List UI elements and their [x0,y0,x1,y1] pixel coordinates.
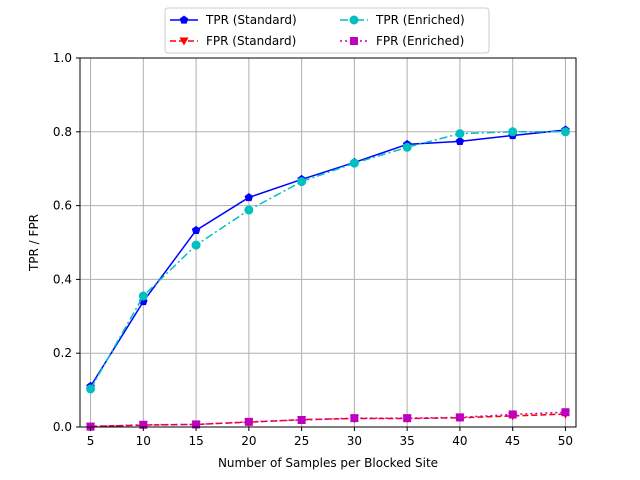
y-tick-label: 0.0 [53,420,72,434]
data-point [191,225,201,234]
data-point [244,205,254,215]
series-line [90,411,566,428]
legend-marker [350,37,358,45]
x-tick-label: 35 [400,434,415,448]
grid [80,57,576,428]
legend-marker [179,37,189,46]
data-point [297,177,307,187]
data-point [244,192,254,202]
data-point [244,417,253,426]
legend: TPR (Standard) FPR (Standard) TPR (Enriche… [164,7,490,54]
legend-item: FPR (Enriched) [340,34,464,48]
data-point [349,158,359,168]
data-point [403,414,412,423]
data-point [191,240,201,250]
legend-label: FPR (Standard) [206,34,296,48]
data-point [508,410,517,419]
data-point [138,291,148,301]
data-point [297,415,306,424]
legend-item: TPR (Enriched) [340,13,465,27]
x-axis-label: Number of Samples per Blocked Site [218,456,438,470]
data-point [192,420,201,429]
x-tick-label: 20 [241,434,256,448]
legend-item: TPR (Standard) [170,13,297,27]
data-point [86,384,96,394]
legend-marker [179,15,189,24]
series-line [90,413,566,428]
series-0 [86,125,570,391]
legend-label: TPR (Enriched) [375,13,465,27]
y-tick-label: 0.4 [53,272,72,286]
legend-label: TPR (Standard) [205,13,297,27]
x-tick-label: 45 [505,434,520,448]
y-tick-label: 0.2 [53,346,72,360]
legend-box [164,7,490,54]
y-axis-label: TPR / FPR [27,214,41,272]
data-point [455,136,465,146]
series-2 [86,127,570,394]
series-layer [86,125,570,431]
y-tick-label: 0.6 [53,199,72,213]
data-point [455,413,464,422]
legend-marker [349,15,359,25]
x-tick-label: 10 [136,434,151,448]
x-tick-label: 50 [558,434,573,448]
x-tick-label: 5 [87,434,95,448]
y-tick-label: 0.8 [53,125,72,139]
plot-frame [79,57,577,428]
data-point [508,127,518,137]
x-tick-label: 40 [452,434,467,448]
data-point [350,414,359,423]
series-line [89,129,566,387]
series-line [89,131,566,390]
data-point [402,142,412,152]
legend-label: FPR (Enriched) [376,34,464,48]
legend-item: FPR (Standard) [170,34,296,48]
axes-ticks: 5 10 15 20 25 30 35 40 45 50 0.0 0.2 0.4 0.6 0.8 1.0 [53,51,573,448]
x-tick-label: 30 [347,434,362,448]
x-tick-label: 25 [294,434,309,448]
y-tick-label: 1.0 [53,51,72,65]
series-1 [86,410,570,431]
data-point [455,129,465,139]
data-point [561,408,570,417]
data-point [560,127,570,137]
data-point [139,420,148,429]
x-tick-label: 15 [188,434,203,448]
